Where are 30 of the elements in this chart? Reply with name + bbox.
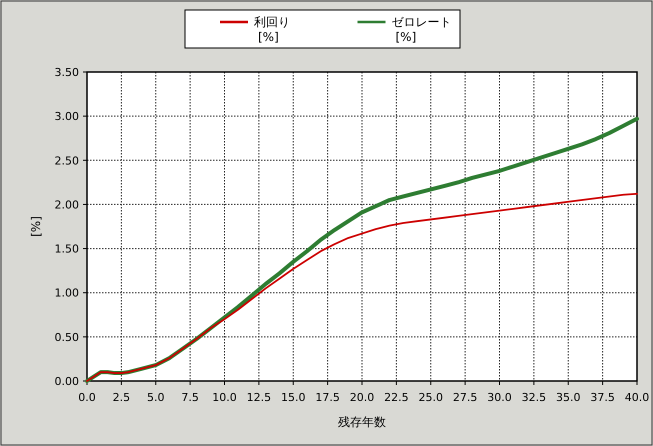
x-tick-label: 12.5 (246, 391, 272, 404)
x-tick-label: 22.5 (384, 391, 409, 404)
x-tick-label: 0.0 (78, 391, 96, 404)
y-tick-label: 1.50 (54, 242, 79, 256)
x-tick-label: 2.5 (112, 391, 130, 404)
y-tick-label: 3.00 (54, 110, 79, 124)
x-tick-label: 40.0 (624, 391, 650, 404)
y-tick-label: 2.00 (54, 198, 79, 212)
x-tick-label: 10.0 (212, 391, 237, 404)
y-axis-title: [%] (29, 216, 43, 237)
x-axis-title: 残存年数 (338, 415, 386, 429)
x-tick-label: 32.5 (522, 391, 546, 404)
y-tick-label: 1.00 (54, 286, 79, 300)
y-tick-label: 3.50 (54, 66, 79, 79)
legend-label: 利回り [%] (254, 15, 290, 44)
x-tick-label: 27.5 (452, 391, 478, 404)
legend-label: ゼロレート [%] (392, 15, 452, 44)
x-tick-label: 20.0 (350, 391, 374, 404)
line-series (86, 192, 638, 382)
x-tick-label: 15.0 (281, 391, 306, 404)
x-tick-label: 17.5 (315, 391, 340, 404)
x-tick-label: 7.5 (181, 391, 199, 404)
x-tick-label: 35.0 (556, 391, 580, 404)
y-tick-label: 0.00 (54, 375, 79, 388)
y-tick-label: 2.50 (54, 154, 79, 168)
x-tick-label: 25.0 (418, 391, 443, 404)
x-tick-label: 30.0 (487, 391, 512, 404)
x-tick-label: 5.0 (147, 391, 164, 404)
y-tick-label: 0.50 (54, 330, 79, 344)
x-tick-label: 37.5 (590, 391, 615, 404)
